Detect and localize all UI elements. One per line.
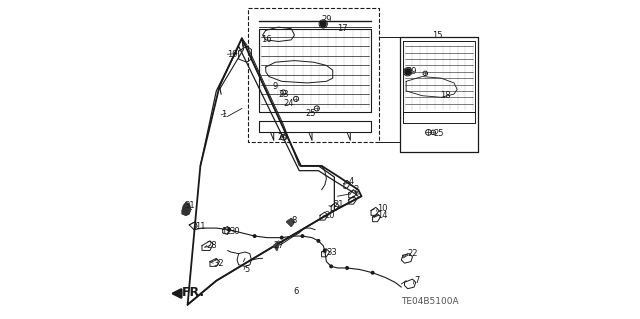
Text: 21: 21 bbox=[333, 200, 344, 209]
Text: 16: 16 bbox=[261, 35, 271, 44]
Text: 12: 12 bbox=[221, 227, 232, 236]
Circle shape bbox=[330, 265, 332, 268]
Text: 25: 25 bbox=[306, 109, 316, 118]
Text: 7: 7 bbox=[414, 276, 419, 285]
Text: 11: 11 bbox=[196, 222, 206, 231]
Text: 14: 14 bbox=[378, 211, 388, 220]
Text: 4: 4 bbox=[349, 177, 354, 186]
Text: 22: 22 bbox=[408, 249, 418, 258]
Text: 26: 26 bbox=[277, 133, 287, 142]
Text: 2: 2 bbox=[353, 185, 359, 194]
Circle shape bbox=[320, 21, 326, 27]
Text: 25: 25 bbox=[433, 130, 444, 138]
Text: 9: 9 bbox=[272, 82, 277, 91]
Text: 1: 1 bbox=[221, 110, 227, 119]
Text: 29: 29 bbox=[406, 67, 417, 76]
Text: 33: 33 bbox=[326, 248, 337, 256]
Text: 31: 31 bbox=[184, 201, 195, 210]
Circle shape bbox=[317, 240, 320, 242]
Circle shape bbox=[346, 267, 348, 269]
Text: 27: 27 bbox=[274, 241, 284, 250]
Text: 19: 19 bbox=[227, 50, 238, 59]
Text: 28: 28 bbox=[207, 241, 218, 250]
Text: 3: 3 bbox=[353, 192, 359, 201]
Circle shape bbox=[323, 249, 326, 252]
Text: 6: 6 bbox=[293, 287, 298, 296]
Text: 17: 17 bbox=[337, 24, 348, 33]
Text: 24: 24 bbox=[284, 99, 294, 108]
Polygon shape bbox=[274, 242, 278, 250]
Text: 32: 32 bbox=[213, 259, 224, 268]
Circle shape bbox=[228, 228, 230, 231]
Circle shape bbox=[280, 236, 283, 239]
Circle shape bbox=[253, 235, 256, 237]
Polygon shape bbox=[287, 219, 294, 226]
Text: 8: 8 bbox=[291, 216, 297, 225]
Text: 15: 15 bbox=[431, 31, 442, 40]
Text: 10: 10 bbox=[378, 204, 388, 213]
Text: 20: 20 bbox=[324, 211, 335, 220]
Text: 5: 5 bbox=[244, 265, 250, 274]
Text: 29: 29 bbox=[321, 15, 332, 24]
Circle shape bbox=[405, 69, 411, 75]
Text: FR.: FR. bbox=[182, 286, 205, 299]
Text: 30: 30 bbox=[229, 227, 240, 236]
Text: TE04B5100A: TE04B5100A bbox=[401, 297, 459, 306]
Polygon shape bbox=[182, 203, 191, 215]
Circle shape bbox=[371, 271, 374, 274]
Text: 18: 18 bbox=[440, 91, 451, 100]
Circle shape bbox=[301, 235, 304, 237]
Text: 23: 23 bbox=[278, 90, 289, 99]
